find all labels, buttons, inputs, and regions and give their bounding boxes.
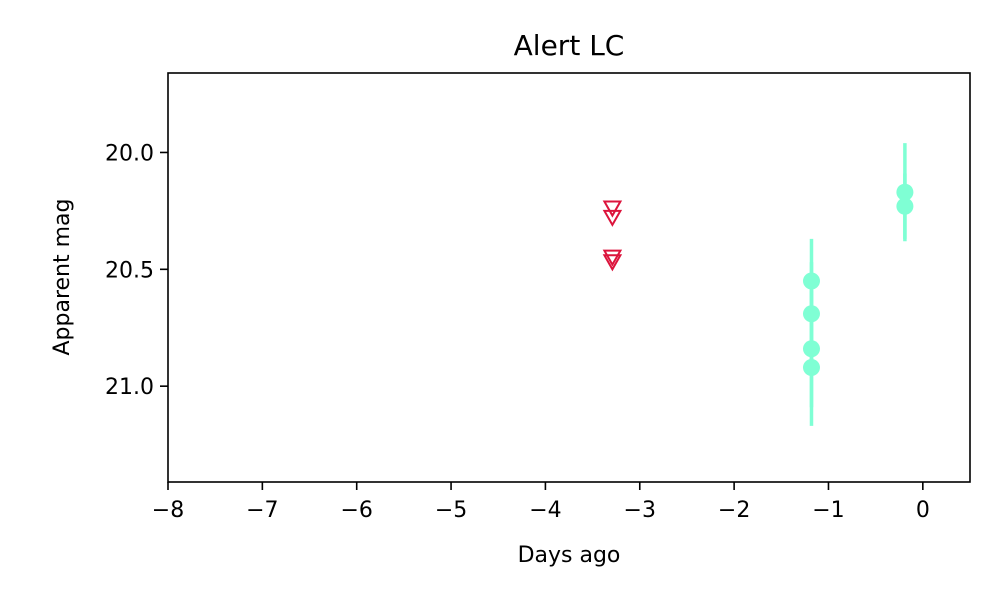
y-tick-label: 21.0 bbox=[105, 375, 154, 400]
x-tick-label: −7 bbox=[246, 498, 278, 523]
x-tick-label: −5 bbox=[435, 498, 467, 523]
plot-frame bbox=[167, 72, 971, 483]
x-tick-label: −1 bbox=[812, 498, 844, 523]
chart-title: Alert LC bbox=[514, 29, 625, 62]
x-tick-label: 0 bbox=[916, 498, 930, 523]
data-point bbox=[896, 197, 914, 215]
x-axis-ticks: −8 −7 −6 −5 −4 −3 −2 −1 0 bbox=[152, 482, 930, 523]
upper-limit-marker bbox=[602, 200, 623, 218]
y-tick-label: 20.0 bbox=[105, 141, 154, 166]
x-tick-label: −6 bbox=[340, 498, 372, 523]
y-tick-label: 20.5 bbox=[105, 258, 154, 283]
data-point bbox=[802, 340, 820, 358]
y-axis-ticks: 20.0 20.5 21.0 bbox=[105, 141, 168, 400]
upper-limit-marker bbox=[602, 249, 623, 267]
error-bars bbox=[809, 143, 907, 426]
x-axis-label: Days ago bbox=[518, 543, 621, 568]
data-point bbox=[896, 183, 914, 201]
data-points bbox=[602, 183, 914, 376]
upper-limit-marker bbox=[602, 209, 623, 227]
x-tick-label: −4 bbox=[529, 498, 561, 523]
data-point bbox=[802, 358, 820, 376]
data-point bbox=[802, 305, 820, 323]
y-axis-label: Apparent mag bbox=[50, 199, 75, 356]
upper-limit-marker bbox=[602, 254, 623, 272]
x-tick-label: −2 bbox=[718, 498, 750, 523]
x-tick-label: −3 bbox=[624, 498, 656, 523]
data-point bbox=[802, 272, 820, 290]
x-tick-label: −8 bbox=[152, 498, 184, 523]
